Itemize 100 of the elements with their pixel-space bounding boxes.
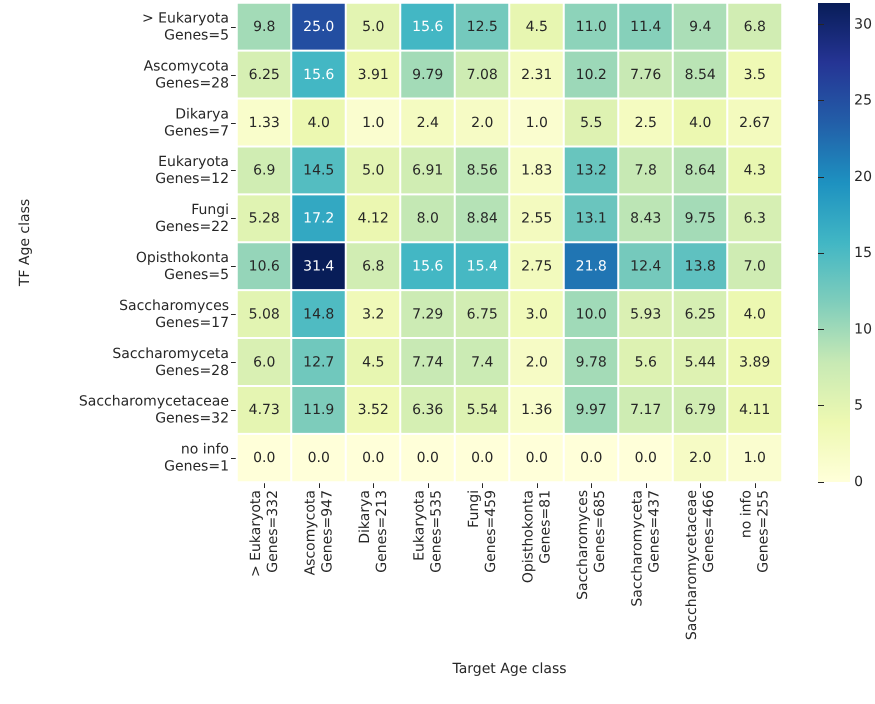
x-tick-label: Fungi Genes=459: [466, 490, 499, 573]
data-label: 3.2: [362, 306, 384, 322]
data-label: 5.28: [248, 210, 280, 227]
data-label: 1.33: [248, 114, 280, 131]
data-label: 2.31: [521, 66, 552, 83]
data-label: 4.0: [689, 114, 712, 131]
data-label: 1.0: [362, 114, 384, 131]
data-label: 6.75: [466, 306, 498, 322]
data-label: 1.83: [521, 162, 552, 179]
color-bar-label: 15: [854, 245, 872, 262]
color-bar-label: 10: [854, 321, 872, 338]
data-label: 6.25: [684, 306, 716, 322]
data-label: 3.0: [526, 306, 548, 322]
data-label: 5.08: [248, 306, 280, 322]
data-label: 7.29: [412, 306, 444, 322]
color-bar-label: 25: [854, 92, 872, 109]
data-label: 2.0: [526, 354, 548, 370]
data-label: 1.0: [526, 114, 548, 131]
data-label: 8.43: [630, 210, 662, 227]
data-label: 12.4: [630, 258, 662, 274]
data-label: 0.0: [308, 450, 330, 466]
data-label: 6.3: [744, 210, 766, 227]
data-label: 11.0: [576, 18, 607, 35]
data-label: 4.73: [248, 402, 280, 418]
data-label: 12.7: [303, 354, 334, 370]
y-tick-label: Ascomycota Genes=28: [144, 58, 229, 92]
data-label: 5.0: [362, 18, 384, 35]
data-label: 2.5: [634, 114, 657, 131]
x-tick-label: Dikarya Genes=213: [356, 490, 390, 573]
data-label: 5.54: [466, 402, 498, 418]
data-label: 3.89: [739, 354, 770, 370]
x-tick-label: Opisthokonta Genes=81: [520, 490, 554, 584]
data-label: 0.0: [253, 450, 276, 466]
data-label: 2.4: [416, 114, 439, 131]
data-label: 7.4: [471, 354, 494, 370]
data-label: 4.12: [358, 210, 389, 227]
data-label: 9.97: [576, 402, 607, 418]
data-label: 5.6: [634, 354, 657, 370]
data-label: 14.8: [303, 306, 334, 322]
data-label: 0.0: [416, 450, 439, 466]
data-label: 2.0: [471, 114, 494, 131]
data-label: 4.3: [744, 162, 766, 179]
data-label: 21.8: [576, 258, 607, 274]
y-tick-label: Eukaryota Genes=12: [155, 154, 229, 188]
data-label: 4.0: [308, 114, 330, 131]
color-bar-label: 5: [854, 398, 864, 414]
data-label: 4.5: [362, 354, 384, 370]
data-label: 9.4: [689, 18, 712, 35]
data-label: 15.4: [466, 258, 498, 274]
data-label: 8.0: [416, 210, 439, 227]
data-label: 5.0: [362, 162, 384, 179]
x-tick-label: Saccharomycetaceae Genes=466: [684, 490, 717, 640]
data-label: 4.5: [526, 18, 548, 35]
data-label: 12.5: [466, 18, 498, 35]
data-label: 8.64: [684, 162, 716, 179]
data-label: 4.0: [744, 306, 766, 322]
x-axis-title: Target Age class: [451, 661, 567, 677]
data-label: 10.2: [576, 66, 607, 83]
y-axis-title: TF Age class: [17, 198, 33, 288]
data-label: 10.6: [248, 258, 280, 274]
data-label: 5.5: [580, 114, 602, 131]
data-label: 9.75: [684, 210, 716, 227]
y-tick-label: Dikarya Genes=7: [164, 106, 229, 140]
y-tick-label: Fungi Genes=22: [155, 202, 229, 236]
color-bar-label: 30: [854, 16, 872, 32]
x-tick-label: Eukaryota Genes=535: [411, 490, 444, 573]
data-label: 6.36: [412, 402, 444, 418]
data-label: 7.76: [630, 66, 662, 83]
data-label: 6.8: [744, 18, 766, 35]
data-label: 8.56: [466, 162, 498, 179]
data-label: 7.0: [744, 258, 766, 274]
data-label: 11.4: [630, 18, 662, 35]
data-label: 2.0: [689, 450, 712, 466]
y-tick-label: Saccharomyceta Genes=28: [112, 346, 229, 379]
y-tick-label: > Eukaryota Genes=5: [142, 10, 229, 44]
data-label: 9.78: [576, 354, 607, 370]
data-label: 3.5: [744, 66, 766, 83]
data-label: 6.9: [253, 162, 276, 179]
data-label: 1.36: [521, 402, 552, 418]
data-label: 6.0: [253, 354, 276, 370]
data-label: 0.0: [471, 450, 494, 466]
data-label: 5.44: [684, 354, 716, 370]
data-label: 7.08: [466, 66, 498, 83]
x-tick-label: Saccharomyceta Genes=437: [629, 490, 662, 607]
data-label: 25.0: [303, 18, 334, 35]
x-tick-label: Ascomycota Genes=947: [302, 490, 336, 576]
data-label: 6.79: [684, 402, 716, 418]
data-label: 5.93: [630, 306, 662, 322]
data-label: 7.17: [630, 402, 662, 418]
data-label: 15.6: [412, 258, 444, 274]
data-label: 13.8: [684, 258, 716, 274]
x-tick-label: no info Genes=255: [738, 490, 772, 573]
y-tick-label: no info Genes=1: [164, 442, 229, 475]
data-label: 11.9: [303, 402, 334, 418]
data-label: 2.55: [521, 210, 552, 227]
data-label: 7.74: [412, 354, 444, 370]
data-label: 9.79: [412, 66, 444, 83]
data-label: 15.6: [303, 66, 334, 83]
data-label: 9.8: [253, 18, 276, 35]
data-label: 3.52: [358, 402, 389, 418]
